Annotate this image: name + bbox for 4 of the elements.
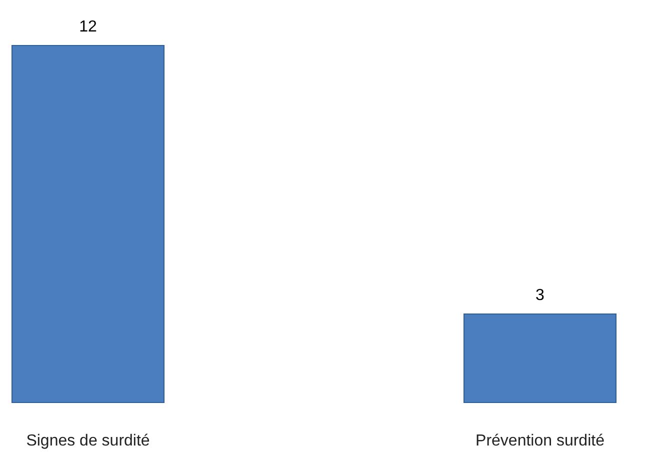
data-label: 3 <box>536 287 545 304</box>
x-tick-label: Prévention surdité <box>476 432 605 450</box>
x-tick-label: Signes de surdité <box>26 432 150 450</box>
data-label: 12 <box>79 18 97 36</box>
